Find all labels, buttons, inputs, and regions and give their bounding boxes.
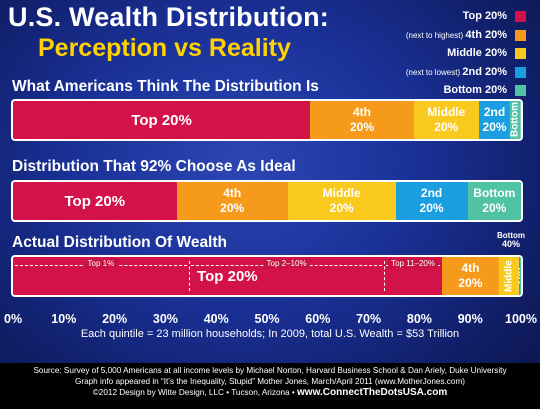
legend-item-4th: (next to highest) 4th 20% xyxy=(340,27,530,46)
segment-sublabel: 20% xyxy=(349,120,374,134)
footer-credit-text: ©2012 Design by Witte Design, LLC • Tucs… xyxy=(92,388,298,397)
bar-segment: 4th 20% xyxy=(310,101,414,139)
footer: Source: Survey of 5,000 Americans at all… xyxy=(0,363,540,409)
segment-label: 4th xyxy=(461,261,480,275)
segment-label: Bottom xyxy=(473,186,516,200)
bar-segment: 4th 20% xyxy=(176,182,288,220)
bar-segment: Bottom xyxy=(510,101,521,139)
legend-swatch xyxy=(515,66,526,78)
top-breakdown-range: Top 2–10% xyxy=(190,259,383,270)
legend-label: Top 20% xyxy=(462,10,507,22)
bottom40-label: Bottom 40% xyxy=(497,231,525,249)
x-tick-label: 20% xyxy=(102,312,128,326)
segment-sublabel: 20% xyxy=(329,201,354,215)
legend-swatch xyxy=(515,11,526,22)
bar-segment: 2nd 20% xyxy=(395,182,468,220)
range-label: Top 2–10% xyxy=(263,259,310,268)
segment-sublabel: 20% xyxy=(482,120,507,134)
segment-label: Middle xyxy=(322,186,361,200)
legend-label: Bottom 20% xyxy=(443,84,507,96)
section-title-perceived: What Americans Think The Distribution Is xyxy=(12,78,319,95)
legend-item-middle: Middle 20% xyxy=(340,45,530,64)
bar-segment xyxy=(519,257,521,295)
top-breakdown-range: Top 1% xyxy=(15,259,187,270)
segment-sublabel: 20% xyxy=(434,120,459,134)
bar-segment: Bottom 20% xyxy=(467,182,521,220)
legend-label: 4th 20% xyxy=(465,28,507,41)
footer-credit: ©2012 Design by Witte Design, LLC • Tucs… xyxy=(0,387,540,398)
bar-ideal: Top 20% 4th 20% Middle 20% 2nd 20% Bottom 20% xyxy=(11,180,523,222)
section-title-actual: Actual Distribution Of Wealth xyxy=(12,234,227,251)
x-tick-label: 30% xyxy=(152,312,178,326)
bar-segment: Middle xyxy=(499,257,519,295)
range-divider xyxy=(188,261,191,291)
legend-swatch xyxy=(515,48,526,59)
segment-label: 4th xyxy=(352,105,371,119)
x-tick-label: 0% xyxy=(4,312,23,326)
segment-label: Top 20% xyxy=(131,111,192,129)
segment-label: Top 20% xyxy=(197,267,258,285)
segment-label: Middle xyxy=(503,260,515,292)
legend: Top 20% (next to highest) 4th 20% Middle… xyxy=(340,8,530,101)
legend-prefix: (next to highest) xyxy=(405,30,466,40)
legend-prefix: (next to lowest) xyxy=(405,67,463,77)
bar-segment: 4th 20% xyxy=(441,257,500,295)
x-tick-label: 40% xyxy=(203,312,229,326)
segment-sublabel: 20% xyxy=(419,201,444,215)
bar-segment: 2nd 20% xyxy=(478,101,511,139)
segment-sublabel: 20% xyxy=(482,201,507,215)
footer-url: www.ConnectTheDotsUSA.com xyxy=(297,387,448,398)
segment-label: 2nd xyxy=(483,105,506,119)
legend-item-top: Top 20% xyxy=(340,8,530,27)
bar-segment: Top 20% xyxy=(13,182,177,220)
bar-segment: Top 20% xyxy=(13,101,311,139)
legend-item-bottom: Bottom 20% xyxy=(340,82,530,101)
bottom40-label-line1: Bottom xyxy=(497,231,525,240)
segment-label: Middle xyxy=(427,105,466,119)
bar-segment: Middle 20% xyxy=(413,101,479,139)
top-breakdown-range: Top 11–20% xyxy=(386,259,440,270)
bar-segment: Middle 20% xyxy=(287,182,396,220)
bottom40-label-line2: 40% xyxy=(501,239,520,249)
segment-sublabel: 20% xyxy=(220,201,245,215)
segment-sublabel: 20% xyxy=(458,276,483,290)
title-line2: Perception vs Reality xyxy=(38,34,291,62)
x-tick-label: 70% xyxy=(356,312,382,326)
footer-article: Graph info appeared in “It’s the Inequal… xyxy=(74,377,465,386)
segment-label: Bottom xyxy=(510,102,521,138)
range-label: Top 11–20% xyxy=(388,259,438,268)
bar-segment: Top 20% xyxy=(13,257,442,295)
note: Each quintile = 23 million households; I… xyxy=(80,328,460,340)
section-title-ideal: Distribution That 92% Choose As Ideal xyxy=(12,158,296,175)
legend-swatch xyxy=(515,85,526,96)
bar-perceived: Top 20% 4th 20% Middle 20% 2nd 20% Bottom xyxy=(11,99,523,141)
x-tick-label: 100% xyxy=(505,312,537,326)
x-tick-label: 60% xyxy=(305,312,331,326)
legend-swatch xyxy=(515,29,526,41)
x-tick-label: 10% xyxy=(51,312,77,326)
segment-label: Top 20% xyxy=(64,192,126,210)
title-line1: U.S. Wealth Distribution: xyxy=(8,2,329,32)
range-divider xyxy=(384,261,386,291)
legend-label: Middle 20% xyxy=(447,47,507,59)
segment-label: 2nd xyxy=(420,186,443,200)
segment-label: 4th xyxy=(223,186,242,200)
x-tick-label: 80% xyxy=(406,312,432,326)
range-label: Top 1% xyxy=(84,259,118,268)
legend-label: 2nd 20% xyxy=(462,65,507,78)
footer-source: Source: Survey of 5,000 Americans at all… xyxy=(33,366,507,375)
x-tick-label: 50% xyxy=(254,312,280,326)
x-tick-label: 90% xyxy=(457,312,483,326)
legend-item-2nd: (next to lowest) 2nd 20% xyxy=(340,64,530,83)
